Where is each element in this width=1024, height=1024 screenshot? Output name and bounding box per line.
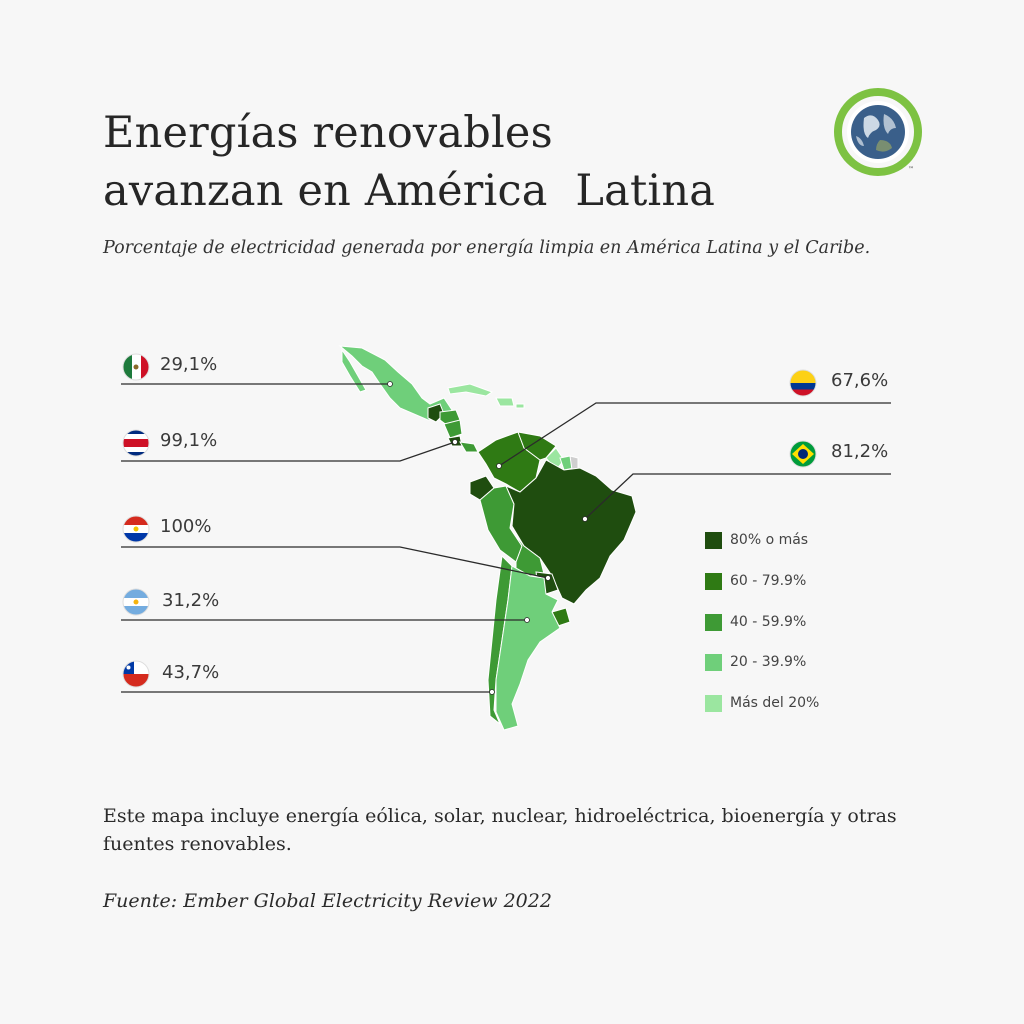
paraguay-flag-icon: [122, 515, 150, 543]
legend-label-40-59: 40 - 59.9%: [730, 614, 807, 630]
value-mexico: 29,1%: [160, 354, 218, 375]
value-costa-rica: 99,1%: [160, 430, 218, 451]
legend-label-60-79: 60 - 79.9%: [730, 573, 807, 589]
map-note: Este mapa incluye energía eólica, solar,…: [103, 805, 897, 855]
source-citation: Fuente: Ember Global Electricity Review …: [103, 890, 552, 912]
page-subtitle: Porcentaje de electricidad generada por …: [103, 238, 871, 258]
leader-line-paraguay: [121, 546, 549, 579]
chile-flag-icon: [122, 660, 150, 688]
leader-line-costa-rica: [121, 441, 456, 462]
argentina-flag-icon: [122, 588, 150, 616]
leader-line-brazil: [584, 473, 891, 520]
map-cuba: [447, 383, 494, 397]
map-hispaniola: [495, 397, 515, 407]
mexico-flag-icon: [122, 353, 150, 381]
value-brazil: 81,2%: [831, 441, 889, 462]
legend-label-80-plus: 80% o más: [730, 532, 809, 548]
legend-label-over-20: Más del 20%: [730, 695, 820, 711]
legend-swatch-80-plus: [705, 532, 722, 549]
legend-swatch-40-59: [705, 614, 722, 631]
legend-label-20-39: 20 - 39.9%: [730, 654, 807, 670]
map-panama: [459, 441, 479, 453]
page-title: Energías renovables avanzan en América L…: [103, 104, 803, 220]
costa-rica-flag-icon: [122, 429, 150, 457]
title-line-2: avanzan en América Latina: [103, 166, 716, 216]
leader-line-colombia: [498, 402, 891, 467]
map-puerto-rico: [515, 403, 525, 409]
value-paraguay: 100%: [160, 516, 212, 537]
brazil-flag-icon: [789, 440, 817, 468]
value-chile: 43,7%: [162, 662, 220, 683]
value-argentina: 31,2%: [162, 590, 220, 611]
map-nicaragua: [443, 419, 463, 439]
map-argentina: [495, 565, 561, 731]
legend-swatch-20-39: [705, 654, 722, 671]
legend-swatch-60-79: [705, 573, 722, 590]
value-colombia: 67,6%: [831, 370, 889, 391]
legend-swatch-over-20: [705, 695, 722, 712]
colombia-flag-icon: [789, 369, 817, 397]
earth-globe-icon: [834, 88, 922, 176]
trademark-mark: ™: [908, 166, 914, 173]
title-line-1: Energías renovables: [103, 108, 553, 158]
map-baja-california: [341, 348, 367, 393]
